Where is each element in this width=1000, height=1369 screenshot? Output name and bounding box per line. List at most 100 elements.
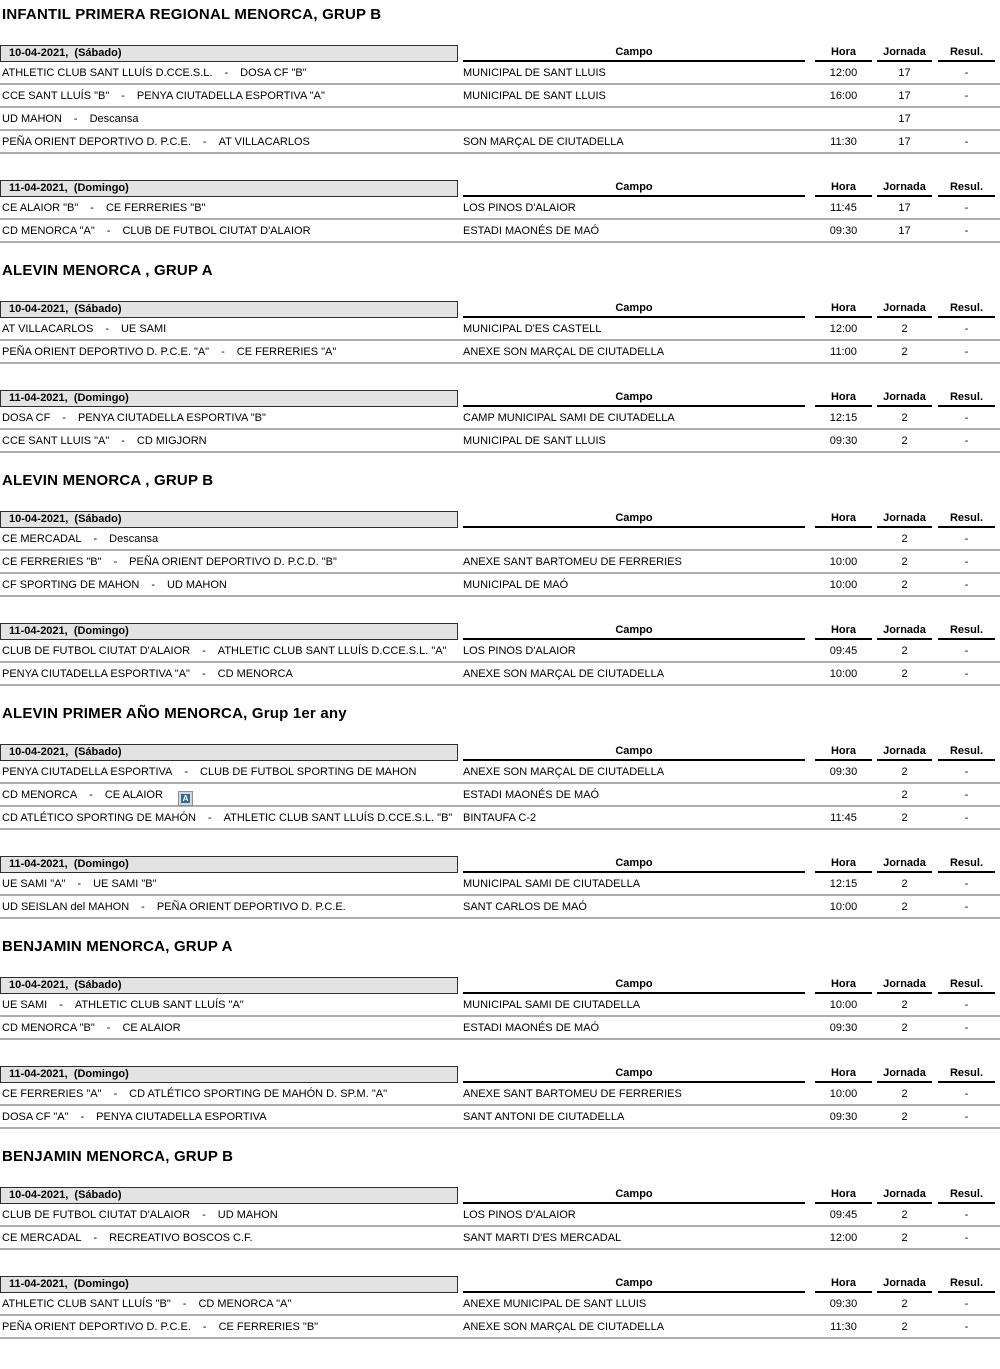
away-team: CD ATLÉTICO SPORTING DE MAHÓN D. SP.M. "… [129,1088,387,1100]
match-row: CCE SANT LLUÍS "B" - PENYA CIUTADELLA ESPO… [0,85,1000,108]
match-teams: PEÑA ORIENT DEPORTIVO D. P.C.E. "A" - CE F… [2,341,458,362]
match-hora: 09:30 [829,766,858,778]
match-campo: ANEXE SON MARÇAL DE CIUTADELLA [463,346,665,358]
match-row: CD MENORCA "B" - CE ALAIOR ESTADI MAONÉS D… [0,1017,1000,1040]
vs-dash: - [59,999,63,1011]
match-jornada: 17 [898,136,911,148]
match-jornada: 2 [901,1111,908,1123]
column-header-jornada: Jornada [877,744,932,761]
match-hora: 11:30 [830,136,857,148]
column-header-resul: Resul. [938,301,995,318]
vs-dash: - [106,225,111,237]
match-hora: 09:30 [829,435,858,447]
home-team: CE FERRERIES "B" [2,556,102,568]
away-team: Descansa [109,533,159,545]
section-title: BENJAMIN MENORCA, GRUP A [2,938,233,955]
vs-dash: - [224,67,229,79]
match-teams: DOSA CF - PENYA CIUTADELLA ESPORTIVA "B" [2,407,458,428]
match-campo: MUNICIPAL SAMI DE CIUTADELLA [463,878,641,890]
match-campo: LOS PINOS D'ALAIOR [463,202,576,214]
away-team: ATHLETIC CLUB SANT LLUÍS D.CCE.S.L. "B" [223,812,453,824]
vs-dash: - [202,136,207,148]
vs-dash: - [202,1321,207,1333]
column-header-campo: Campo [463,977,805,994]
column-header-jornada: Jornada [877,45,932,62]
home-team: CLUB DE FUTBOL CIUTAT D'ALAIOR [2,1209,191,1221]
vs-dash: - [202,645,206,657]
match-hora: 09:30 [829,1111,858,1123]
away-team: CE ALAIOR [104,789,163,801]
league-section: ALEVIN MENORCA , GRUP B 10-04-2021, (Sáb… [0,472,1000,686]
date-bar: 10-04-2021, (Sábado) [0,1187,458,1204]
match-row: PEÑA ORIENT DEPORTIVO D. P.C.E. - AT VILLA… [0,131,1000,154]
match-row: UD SEISLAN del MAHON - PEÑA ORIENT DEPORTI… [0,896,1000,919]
match-jornada: 2 [901,766,908,778]
match-jornada: 2 [901,1088,908,1100]
match-teams: PEÑA ORIENT DEPORTIVO D. P.C.E. - AT VILLA… [2,131,458,152]
match-campo: ANEXE SON MARÇAL DE CIUTADELLA [463,766,665,778]
match-row: CLUB DE FUTBOL CIUTAT D'ALAIOR - UD MAHON … [0,1204,1000,1227]
match-row: CD MENORCA "A" - CLUB DE FUTBOL CIUTAT D'A… [0,220,1000,243]
column-header-jornada: Jornada [877,623,932,640]
match-campo: MUNICIPAL DE SANT LLUIS [463,67,606,79]
matchday-group: 10-04-2021, (Sábado) Campo Hora Jornada … [0,1187,1000,1250]
match-hora: 10:00 [829,999,858,1011]
date-bar: 10-04-2021, (Sábado) [0,45,458,62]
column-header-campo: Campo [463,744,805,761]
match-resul: - [964,412,969,424]
away-team: CE ALAIOR [122,1022,181,1034]
match-row: AT VILLACARLOS - UE SAMI MUNICIPAL D'ES CA… [0,318,1000,341]
match-jornada: 2 [901,878,908,890]
away-team: DOSA CF "B" [240,67,307,79]
section-title: ALEVIN PRIMER AÑO MENORCA, Grup 1er any [2,705,347,722]
column-header-hora: Hora [815,1276,872,1293]
matchday-group: 11-04-2021, (Domingo) Campo Hora Jornada… [0,180,1000,243]
vs-dash: - [80,1111,85,1123]
match-hora: 11:45 [830,202,857,214]
away-team: CE FERRERIES "B" [218,1321,319,1333]
home-team: UE SAMI [2,999,48,1011]
match-campo: MUNICIPAL DE SANT LLUIS [463,90,606,102]
match-hora: 09:45 [829,645,858,657]
match-jornada: 2 [901,556,908,568]
away-team: CD MENORCA "A" [198,1298,292,1310]
column-header-campo: Campo [463,511,805,528]
matchday-group: 10-04-2021, (Sábado) Campo Hora Jornada … [0,977,1000,1040]
match-hora: 09:30 [829,1022,858,1034]
column-header-jornada: Jornada [877,511,932,528]
match-campo: ESTADI MAONÉS DE MAÓ [463,1022,600,1034]
vs-dash: - [62,412,66,424]
column-header-hora: Hora [815,1066,872,1083]
away-team: CLUB DE FUTBOL CIUTAT D'ALAIOR [122,225,311,237]
vs-dash: - [201,668,206,680]
match-hora: 11:45 [830,812,857,824]
match-resul: - [964,323,969,335]
match-resul: - [964,202,969,214]
match-hora [815,784,872,805]
match-hora: 10:00 [829,668,858,680]
home-team: UD SEISLAN del MAHON [2,901,130,913]
match-teams: PEÑA ORIENT DEPORTIVO D. P.C.E. - CE FERRE… [2,1316,458,1337]
home-team: CD MENORCA [2,789,78,801]
home-team: PENYA CIUTADELLA ESPORTIVA "A" [2,668,190,680]
matchday-group: 11-04-2021, (Domingo) Campo Hora Jornada… [0,390,1000,453]
match-teams: CD ATLÉTICO SPORTING DE MAHÓN - ATHLETIC C… [2,807,458,828]
match-hora: 12:15 [829,878,858,890]
league-section: BENJAMIN MENORCA, GRUP A 10-04-2021, (Sá… [0,938,1000,1129]
date-bar: 11-04-2021, (Domingo) [0,623,458,640]
match-resul: - [964,1209,969,1221]
match-jornada: 2 [901,1298,908,1310]
match-row: UD MAHON - Descansa 17 [0,108,1000,131]
group-header: 11-04-2021, (Domingo) Campo Hora Jornada… [0,390,1000,407]
match-teams: CE ALAIOR "B" - CE FERRERIES "B" [2,197,458,218]
vs-dash: - [207,812,212,824]
match-jornada: 2 [901,812,908,824]
match-teams: UD SEISLAN del MAHON - PEÑA ORIENT DEPORTI… [2,896,458,917]
section-title: ALEVIN MENORCA , GRUP A [2,262,213,279]
group-header: 11-04-2021, (Domingo) Campo Hora Jornada… [0,856,1000,873]
home-team: ATHLETIC CLUB SANT LLUÍS "B" [2,1298,171,1310]
match-campo: SANT ANTONI DE CIUTADELLA [463,1111,625,1123]
match-row: CD ATLÉTICO SPORTING DE MAHÓN - ATHLETIC C… [0,807,1000,830]
vs-dash: - [113,556,118,568]
match-jornada: 2 [901,645,908,657]
